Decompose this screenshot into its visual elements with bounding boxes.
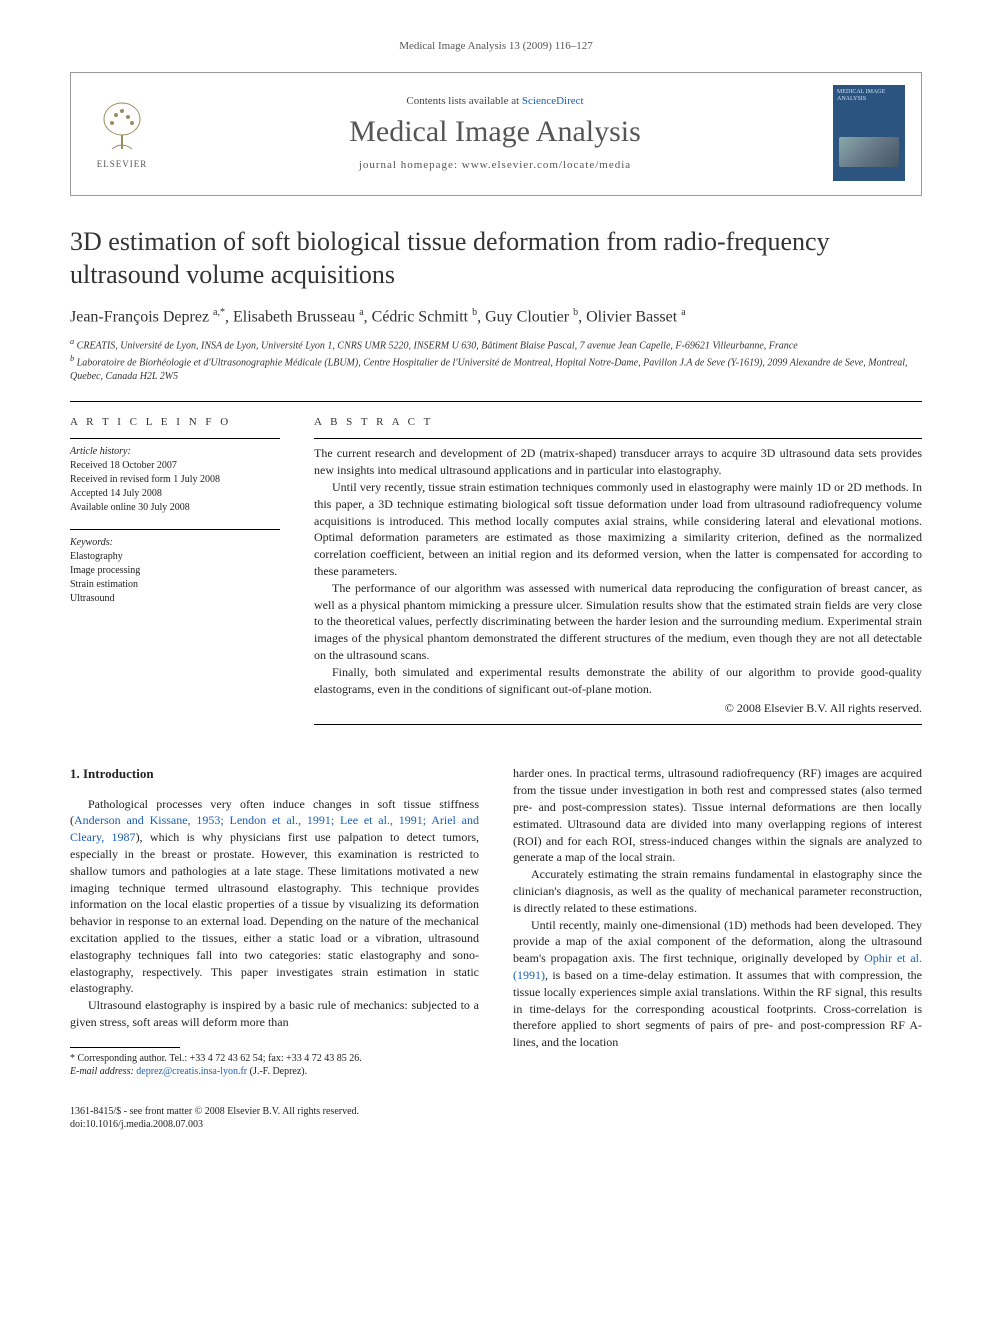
corresponding-author-footnote: * Corresponding author. Tel.: +33 4 72 4… [70, 1052, 479, 1079]
affiliation-a: a CREATIS, Université de Lyon, INSA de L… [70, 336, 922, 353]
history-line: Accepted 14 July 2008 [70, 487, 280, 501]
journal-title: Medical Image Analysis [175, 115, 815, 149]
author-list: Jean-François Deprez a,*, Elisabeth Brus… [70, 307, 922, 326]
elsevier-logo: ELSEVIER [87, 93, 157, 173]
keyword: Elastography [70, 550, 280, 564]
journal-homepage: journal homepage: www.elsevier.com/locat… [175, 159, 815, 171]
article-history: Article history: Received 18 October 200… [70, 445, 280, 515]
abstract-copyright: © 2008 Elsevier B.V. All rights reserved… [314, 701, 922, 716]
corresponding-email-link[interactable]: deprez@creatis.insa-lyon.fr [136, 1066, 247, 1077]
info-rule [70, 529, 280, 530]
history-line: Received 18 October 2007 [70, 459, 280, 473]
page-footer: 1361-8415/$ - see front matter © 2008 El… [70, 1105, 922, 1132]
sciencedirect-link[interactable]: ScienceDirect [522, 95, 584, 107]
abstract-column: A B S T R A C T The current research and… [314, 402, 922, 725]
footnote-rule [70, 1047, 180, 1048]
info-rule [70, 438, 280, 439]
article-title: 3D estimation of soft biological tissue … [70, 226, 922, 291]
email-suffix: (J.-F. Deprez). [247, 1066, 307, 1077]
abstract-paragraph: Finally, both simulated and experimental… [314, 664, 922, 698]
keyword: Strain estimation [70, 578, 280, 592]
email-label: E-mail address: [70, 1066, 134, 1077]
contents-prefix: Contents lists available at [406, 95, 521, 107]
body-paragraph: Pathological processes very often induce… [70, 796, 479, 998]
article-info-column: A R T I C L E I N F O Article history: R… [70, 402, 280, 725]
abstract-body: The current research and development of … [314, 445, 922, 697]
body-paragraph: harder ones. In practical terms, ultraso… [513, 765, 922, 866]
running-header: Medical Image Analysis 13 (2009) 116–127 [70, 40, 922, 52]
keyword: Image processing [70, 564, 280, 578]
contents-available-line: Contents lists available at ScienceDirec… [175, 95, 815, 107]
footnote-tel-fax: * Corresponding author. Tel.: +33 4 72 4… [70, 1052, 479, 1066]
elsevier-tree-icon [92, 97, 152, 157]
abstract-paragraph: The performance of our algorithm was ass… [314, 580, 922, 664]
keywords-title: Keywords: [70, 536, 280, 550]
masthead: ELSEVIER Contents lists available at Sci… [70, 72, 922, 196]
elsevier-logo-text: ELSEVIER [97, 159, 148, 169]
journal-cover-thumbnail: MEDICAL IMAGE ANALYSIS [833, 85, 905, 181]
body-paragraph: Accurately estimating the strain remains… [513, 866, 922, 916]
keyword: Ultrasound [70, 592, 280, 606]
abstract-rule [314, 438, 922, 439]
footer-doi: doi:10.1016/j.media.2008.07.003 [70, 1118, 922, 1132]
abstract-bottom-rule [314, 724, 922, 725]
history-line: Available online 30 July 2008 [70, 501, 280, 515]
affiliation-b: b Laboratoire de Biorhéologie et d'Ultra… [70, 353, 922, 383]
article-info-heading: A R T I C L E I N F O [70, 416, 280, 428]
history-line: Received in revised form 1 July 2008 [70, 473, 280, 487]
journal-cover-image [839, 137, 899, 167]
section-heading: 1. Introduction [70, 765, 479, 783]
abstract-paragraph: The current research and development of … [314, 445, 922, 479]
affiliations: a CREATIS, Université de Lyon, INSA de L… [70, 336, 922, 383]
footnote-email-line: E-mail address: deprez@creatis.insa-lyon… [70, 1065, 479, 1079]
left-column: 1. Introduction Pathological processes v… [70, 765, 479, 1078]
body-paragraph: Ultrasound elastography is inspired by a… [70, 997, 479, 1031]
right-column: harder ones. In practical terms, ultraso… [513, 765, 922, 1078]
body-two-column: 1. Introduction Pathological processes v… [70, 765, 922, 1078]
abstract-paragraph: Until very recently, tissue strain estim… [314, 479, 922, 580]
keywords-block: Keywords: Elastography Image processing … [70, 536, 280, 606]
abstract-heading: A B S T R A C T [314, 416, 922, 428]
journal-cover-text: MEDICAL IMAGE ANALYSIS [833, 85, 905, 106]
history-title: Article history: [70, 445, 280, 459]
body-paragraph: Until recently, mainly one-dimensional (… [513, 917, 922, 1051]
footer-front-matter: 1361-8415/$ - see front matter © 2008 El… [70, 1105, 922, 1119]
